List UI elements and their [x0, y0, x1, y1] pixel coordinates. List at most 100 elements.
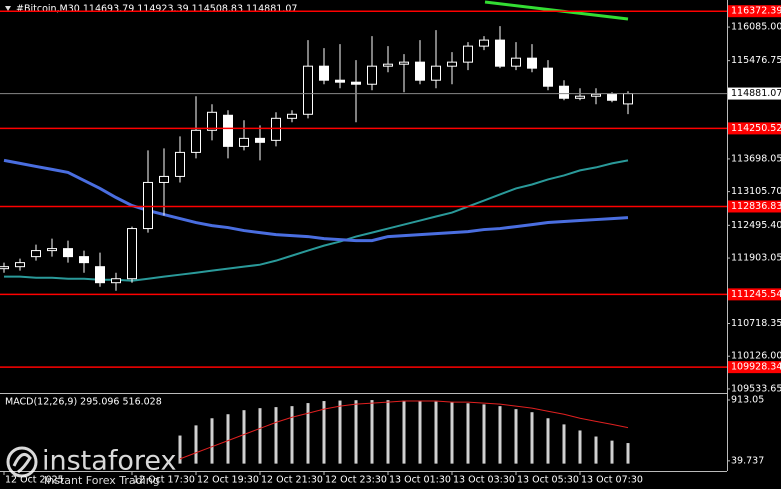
y-tick-label: 115476.75 — [731, 55, 781, 66]
candle-body — [255, 137, 265, 143]
macd-bar — [354, 400, 358, 464]
level-label: 112836.83 — [731, 201, 781, 212]
y-tick-label: 113698.05 — [731, 153, 781, 164]
logo-ring — [6, 446, 38, 478]
candle-body — [463, 45, 473, 63]
y-tick-label: 116085.00 — [731, 22, 781, 33]
candle-body — [399, 61, 409, 65]
macd-bar — [386, 400, 390, 464]
candle-body — [0, 266, 9, 270]
logo-swirl — [12, 452, 32, 474]
candle-body — [511, 57, 521, 67]
macd-bar — [306, 403, 310, 464]
macd-bar — [498, 406, 502, 464]
macd-bar — [450, 402, 454, 464]
candle-body — [111, 278, 121, 284]
macd-bar — [466, 403, 470, 464]
candle-body — [447, 61, 457, 67]
candle-body — [319, 65, 329, 81]
candle-body — [623, 93, 633, 105]
candle-body — [271, 117, 281, 141]
macd-bar — [546, 418, 550, 464]
macd-bar — [258, 408, 262, 464]
x-tick-label: 12 Oct 2025 — [5, 475, 64, 486]
candle-body — [575, 95, 585, 99]
level-label: 114250.52 — [731, 123, 781, 134]
macd-bar — [578, 430, 582, 464]
level-label-box — [728, 200, 781, 213]
candle-body — [47, 248, 57, 252]
macd-bar — [626, 443, 630, 464]
level-label: 111245.54 — [731, 289, 781, 300]
candle-body — [335, 79, 345, 83]
candle-body — [175, 151, 185, 177]
y-tick-label: 913.05 — [731, 395, 764, 406]
candle-body — [31, 250, 41, 258]
candle-body — [15, 262, 25, 268]
macd-bar — [274, 407, 278, 464]
candle-body — [367, 65, 377, 85]
candle-body — [239, 137, 249, 147]
candle-body — [527, 57, 537, 69]
y-tick-label: 112495.40 — [731, 220, 781, 231]
macd-bar — [530, 412, 534, 464]
x-tick-label: 12 Oct 17:30 — [133, 475, 195, 486]
macd-bar — [514, 409, 518, 464]
y-tick-label: 109533.65 — [731, 383, 781, 394]
candle-body — [383, 63, 393, 67]
current-price-box — [728, 87, 781, 100]
macd-bar — [370, 400, 374, 464]
candle-body — [143, 181, 153, 230]
candle-body — [495, 39, 505, 67]
level-label: 109928.34 — [731, 362, 781, 373]
x-tick-label: 13 Oct 05:30 — [517, 475, 579, 486]
macd-header: MACD(12,26,9) 295.096 516.028 — [5, 397, 162, 408]
candle-body — [127, 228, 137, 280]
candle-body — [591, 93, 601, 97]
y-tick-label: 110126.00 — [731, 351, 781, 362]
y-tick-label: 111903.05 — [731, 253, 781, 264]
macd-bar — [610, 440, 614, 464]
moving-average — [3, 158, 629, 243]
macd-bar — [594, 436, 598, 464]
candle-body — [191, 129, 201, 153]
y-tick-label: 110718.35 — [731, 318, 781, 329]
macd-bar — [418, 401, 422, 464]
macd-bar — [562, 424, 566, 464]
macd-bar — [290, 406, 294, 464]
y-tick-label: 113105.70 — [731, 186, 781, 197]
macd-bar — [338, 400, 342, 464]
moving-average — [4, 159, 629, 282]
candle-body — [303, 65, 313, 115]
plot: 116085.00 115476.75 113698.05 113105.70 1124… — [0, 5, 781, 486]
candle-body — [159, 175, 169, 183]
candle-body — [95, 266, 105, 284]
candle-body — [415, 61, 425, 81]
macd-bar — [210, 418, 214, 464]
macd-bar — [178, 435, 182, 464]
x-tick-label: 12 Oct 23:30 — [325, 475, 387, 486]
level-label-box — [728, 122, 781, 135]
candle-body — [79, 256, 89, 264]
signal-line — [179, 400, 629, 460]
candle-body — [63, 248, 73, 258]
candle-body — [351, 81, 361, 85]
candle-body — [559, 85, 569, 99]
watermark-brand: instaforex — [42, 446, 176, 477]
x-tick-label: 12 Oct 21:30 — [261, 475, 323, 486]
y-tick-label: 39.737 — [731, 455, 764, 466]
level-label-box — [728, 361, 781, 374]
candle-body — [543, 67, 553, 87]
current-price-label: 114881.07 — [731, 88, 781, 99]
macd-bar — [402, 400, 406, 464]
watermark: instaforex Instant Forex Trading — [6, 446, 176, 487]
candle-body — [479, 39, 489, 47]
macd-bar — [242, 410, 246, 464]
level-label-box — [728, 5, 781, 18]
x-tick-label: 13 Oct 07:30 — [581, 475, 643, 486]
candle-body — [431, 65, 441, 81]
header-icon — [5, 6, 11, 11]
macd-bar — [194, 425, 198, 464]
